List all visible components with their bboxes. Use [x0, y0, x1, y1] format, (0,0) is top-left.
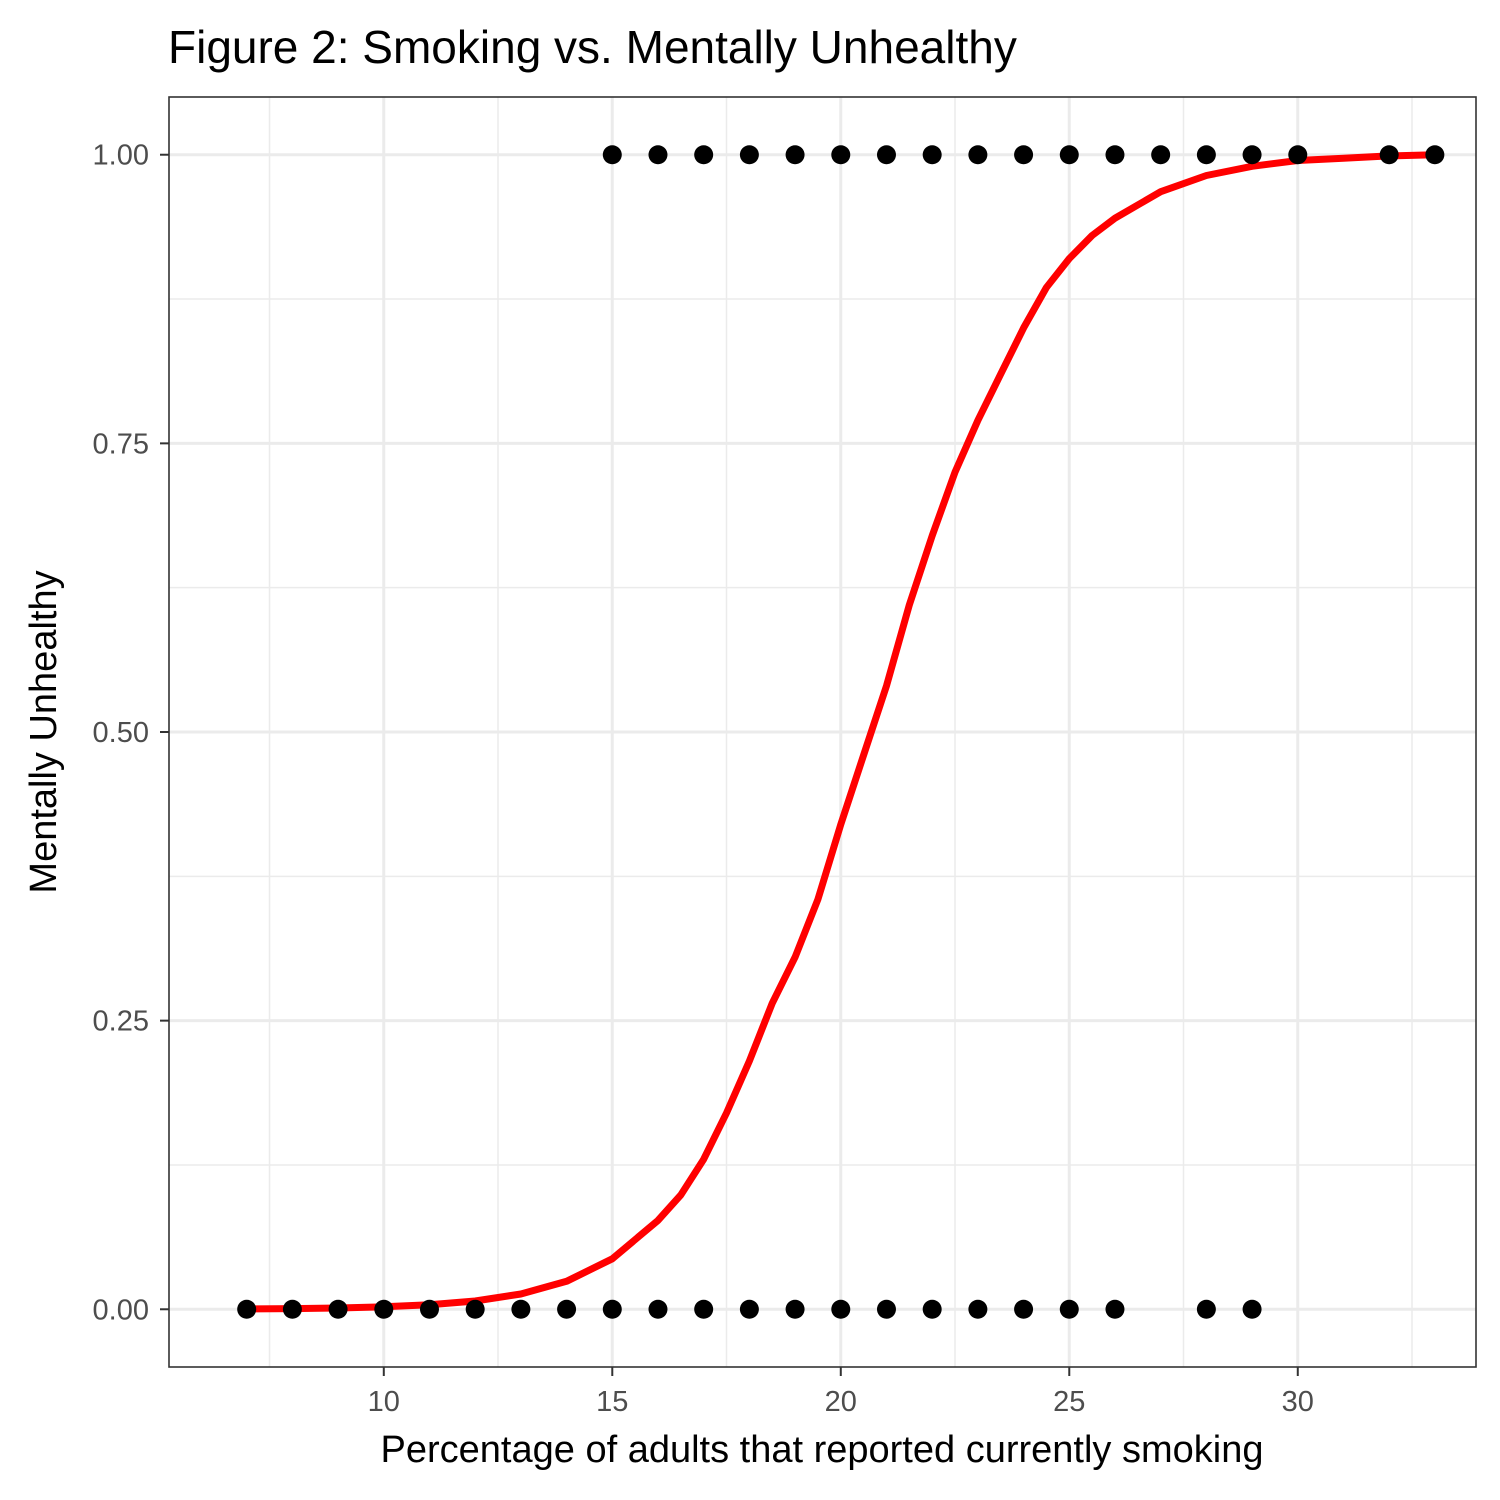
data-point — [1242, 145, 1262, 165]
data-point — [648, 1299, 668, 1319]
data-point — [557, 1299, 577, 1319]
data-point — [968, 145, 988, 165]
y-tick-label: 0.00 — [93, 1294, 149, 1326]
data-point — [694, 1299, 714, 1319]
data-point — [1059, 145, 1079, 165]
data-point — [1196, 145, 1216, 165]
x-tick-label: 15 — [596, 1386, 628, 1418]
data-point — [739, 145, 759, 165]
grid-lines — [169, 97, 1476, 1367]
data-point — [1425, 145, 1445, 165]
data-point — [694, 145, 714, 165]
data-point — [511, 1299, 531, 1319]
y-tick-label: 0.75 — [93, 428, 149, 460]
fit-curve-layer — [243, 151, 1439, 1313]
data-point — [1379, 145, 1399, 165]
data-point — [1105, 1299, 1125, 1319]
data-point — [1059, 1299, 1079, 1319]
data-point — [648, 145, 668, 165]
x-tick-label: 10 — [368, 1386, 400, 1418]
data-point — [1105, 145, 1125, 165]
x-tick-label: 25 — [1053, 1386, 1085, 1418]
data-point — [876, 1299, 896, 1319]
x-tick-label: 20 — [825, 1386, 857, 1418]
data-point — [1196, 1299, 1216, 1319]
data-point — [1151, 145, 1171, 165]
data-point — [237, 1299, 257, 1319]
data-point — [1014, 145, 1034, 165]
data-point — [1288, 145, 1308, 165]
data-point — [785, 1299, 805, 1319]
fit-curve — [243, 151, 1439, 1313]
data-point — [374, 1299, 394, 1319]
data-point — [282, 1299, 302, 1319]
chart-title: Figure 2: Smoking vs. Mentally Unhealthy — [168, 21, 1017, 73]
data-point — [831, 145, 851, 165]
data-point — [831, 1299, 851, 1319]
data-point — [602, 145, 622, 165]
y-tick-label: 0.25 — [93, 1006, 149, 1038]
scatter-points — [237, 145, 1445, 1319]
y-axis-title: Mentally Unhealthy — [23, 570, 65, 893]
y-tick-label: 1.00 — [93, 140, 149, 172]
data-point — [1014, 1299, 1034, 1319]
data-point — [922, 1299, 942, 1319]
data-point — [465, 1299, 485, 1319]
data-point — [602, 1299, 622, 1319]
data-point — [968, 1299, 988, 1319]
x-axis-title: Percentage of adults that reported curre… — [381, 1429, 1264, 1471]
data-point — [328, 1299, 348, 1319]
data-point — [922, 145, 942, 165]
data-point — [876, 145, 896, 165]
data-point — [1242, 1299, 1262, 1319]
y-tick-label: 0.50 — [93, 717, 149, 749]
axis-ticks: 10 15 20 25 30 0.00 0.25 0.50 0.75 1.00 — [93, 140, 1314, 1418]
data-point — [739, 1299, 759, 1319]
data-point — [419, 1299, 439, 1319]
x-tick-label: 30 — [1282, 1386, 1314, 1418]
data-point — [785, 145, 805, 165]
